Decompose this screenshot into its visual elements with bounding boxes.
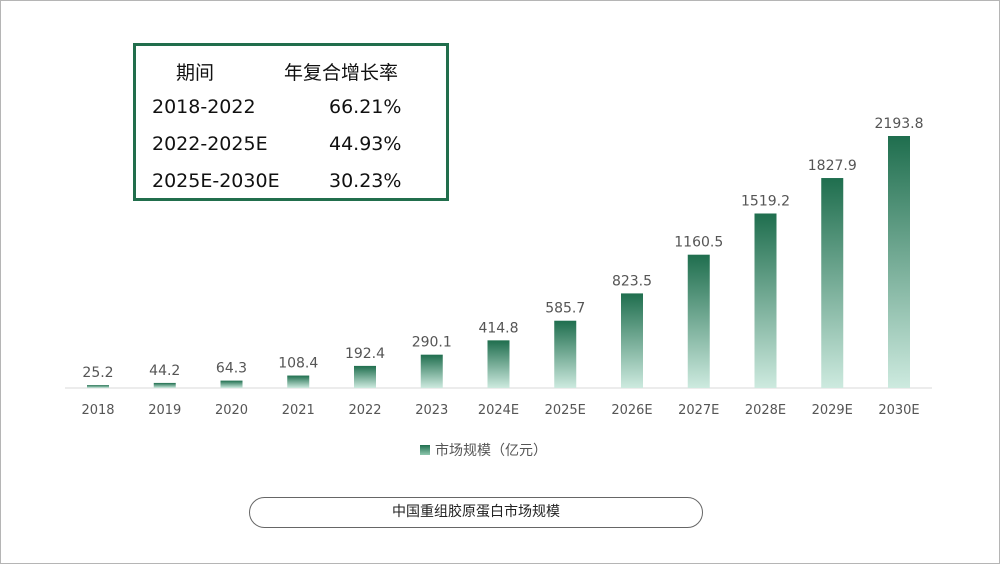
x-tick-label: 2027E: [678, 403, 719, 418]
legend: 市场规模（亿元）: [420, 440, 547, 460]
x-tick-label: 2022: [348, 403, 381, 418]
bar-2019: [153, 382, 176, 388]
legend-label: 市场规模（亿元）: [435, 443, 547, 459]
period: 2022-2025E: [152, 133, 268, 155]
data-label: 2193.8: [875, 116, 924, 132]
bar-2023: [420, 354, 443, 388]
data-label: 44.2: [149, 363, 180, 379]
bar-2024E: [487, 340, 510, 388]
x-tick-label: 2026E: [611, 403, 652, 418]
x-tick-label: 2018: [81, 403, 114, 418]
data-label: 108.4: [278, 356, 318, 372]
legend-swatch: [420, 445, 430, 455]
cagr-value: 66.21%: [329, 96, 402, 118]
bar-2025E: [554, 320, 577, 388]
bar-2022: [354, 365, 376, 388]
header-period: 期间: [176, 62, 215, 84]
x-tick-label: 2019: [148, 403, 181, 418]
bar-2021: [287, 375, 310, 388]
data-label: 25.2: [82, 365, 113, 381]
cagr-table: 期间 年复合增长率 2018-2022 66.21% 2022-2025E 44…: [133, 43, 449, 201]
data-label: 290.1: [412, 335, 452, 351]
x-tick-label: 2020: [215, 403, 248, 418]
data-label: 1827.9: [808, 158, 857, 174]
bar-2030E: [888, 136, 910, 388]
period: 2018-2022: [152, 96, 256, 118]
cagr-value: 44.93%: [329, 133, 402, 155]
data-label: 585.7: [545, 301, 585, 317]
bar-2027E: [687, 254, 710, 388]
bar-2029E: [821, 178, 844, 388]
cagr-row: 2018-2022 66.21%: [136, 96, 446, 126]
x-tick-label: 2021: [282, 403, 315, 418]
period: 2025E-2030E: [152, 170, 280, 192]
cagr-value: 30.23%: [329, 170, 402, 192]
data-label: 1160.5: [674, 235, 723, 251]
data-label: 823.5: [612, 273, 652, 289]
cagr-header-row: 期间 年复合增长率: [136, 58, 446, 88]
x-tick-label: 2025E: [545, 403, 586, 418]
x-tick-label: 2029E: [812, 403, 853, 418]
bar-2028E: [754, 213, 777, 388]
bar-2018: [87, 385, 109, 388]
data-label: 414.8: [478, 320, 518, 336]
cagr-row: 2022-2025E 44.93%: [136, 133, 446, 163]
chart-title: 中国重组胶原蛋白市场规模: [249, 497, 703, 528]
x-tick-label: 2023: [415, 403, 448, 418]
cagr-row: 2025E-2030E 30.23%: [136, 170, 446, 200]
data-label: 192.4: [345, 346, 385, 362]
data-label: 64.3: [216, 361, 247, 377]
bar-2020: [220, 380, 243, 388]
header-cagr: 年复合增长率: [284, 62, 399, 84]
x-tick-label: 2024E: [478, 403, 519, 418]
x-tick-label: 2030E: [878, 403, 919, 418]
bar-2026E: [621, 293, 643, 388]
x-tick-label: 2028E: [745, 403, 786, 418]
data-label: 1519.2: [741, 193, 790, 209]
